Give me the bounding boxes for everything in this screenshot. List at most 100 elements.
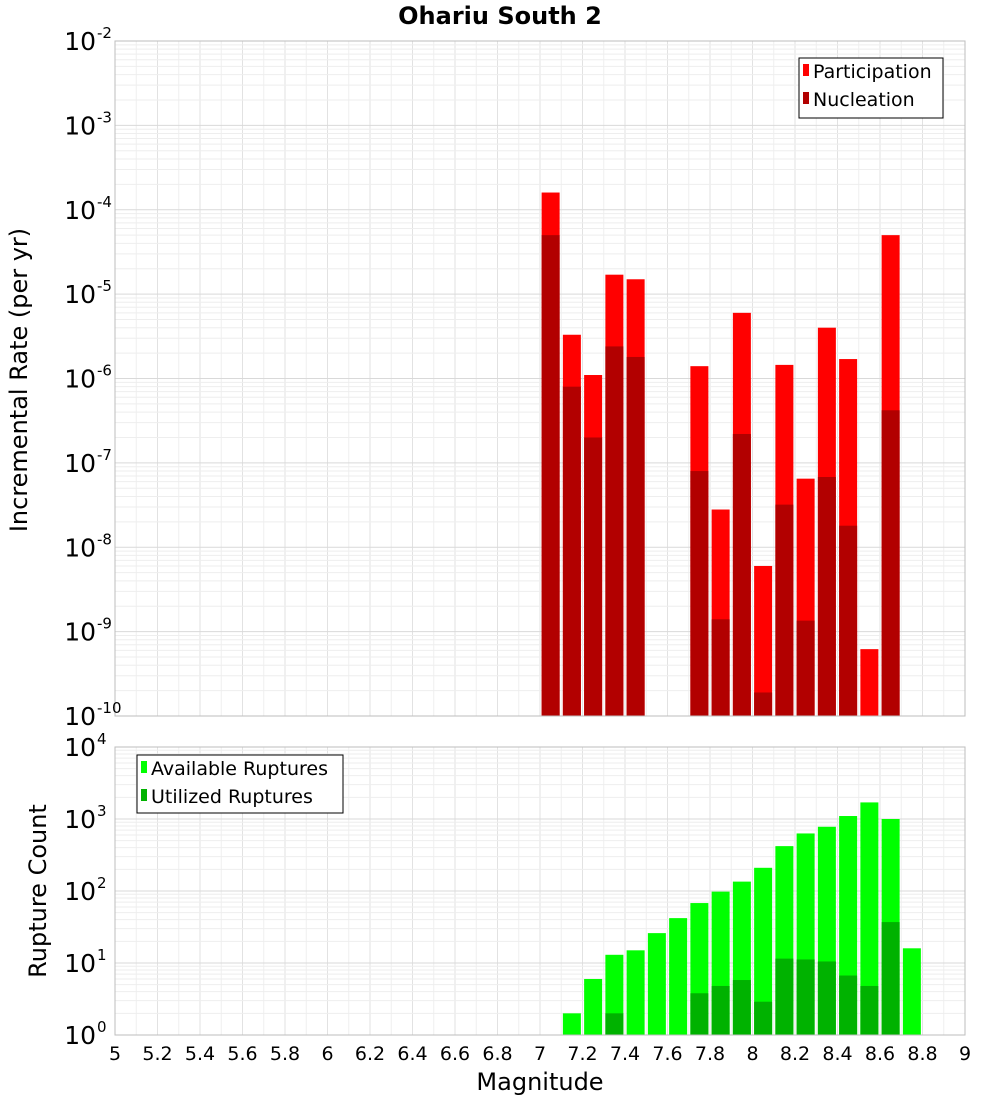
count-bar-s2 [690, 993, 709, 1035]
count-legend-swatch [141, 761, 147, 773]
x-tick-label: 5.6 [227, 1043, 257, 1065]
rate-y-tick-exp: -4 [97, 193, 112, 211]
rate-y-tick-base: 10 [64, 449, 96, 478]
rate-bar-s2 [839, 525, 858, 716]
rate-bar-s2 [541, 235, 560, 716]
count-y-tick-exp: 1 [97, 946, 107, 964]
count-bar-s1 [584, 978, 603, 1035]
count-bar-s2 [817, 961, 836, 1035]
count-y-tick-base: 10 [64, 949, 96, 978]
x-tick-label: 8 [746, 1043, 758, 1065]
x-tick-label: 8.4 [822, 1043, 852, 1065]
rate-y-tick-base: 10 [64, 196, 96, 225]
rate-y-tick-exp: -7 [97, 446, 112, 464]
rate-bar-s2 [690, 471, 709, 716]
x-tick-label: 8.2 [780, 1043, 810, 1065]
rate-y-tick-exp: -2 [97, 24, 112, 42]
count-y-axis-label: Rupture Count [24, 804, 52, 978]
x-tick-label: 5.4 [185, 1043, 215, 1065]
rate-y-tick-exp: -8 [97, 530, 112, 548]
rate-bar-s2 [817, 477, 836, 716]
count-y-tick-exp: 4 [97, 730, 107, 748]
count-bar-s2 [754, 1001, 773, 1035]
chart-title: Ohariu South 2 [398, 2, 602, 30]
rate-plot-frame [114, 40, 966, 717]
count-bar-s1 [647, 933, 666, 1035]
count-bar-s1 [860, 802, 879, 1035]
count-y-tick-exp: 0 [97, 1018, 107, 1036]
rate-y-tick-base: 10 [64, 365, 96, 394]
count-bar-s2 [711, 985, 730, 1035]
x-tick-label: 9 [959, 1043, 971, 1065]
rate-y-axis-label: Incremental Rate (per yr) [5, 228, 33, 532]
rate-y-tick-base: 10 [64, 618, 96, 647]
count-plot-bars [562, 802, 921, 1035]
x-tick-label: 6.6 [440, 1043, 470, 1065]
rate-bar-s2 [732, 433, 751, 716]
count-bar-s2 [881, 922, 900, 1035]
x-tick-label: 7.2 [567, 1043, 597, 1065]
rate-legend-label: Participation [813, 61, 932, 83]
rate-y-tick-exp: -3 [97, 108, 112, 126]
rate-bar-s2 [796, 620, 815, 716]
rate-bar-s2 [711, 619, 730, 716]
rate-y-tick-exp: -6 [97, 362, 112, 380]
x-tick-label: 8.8 [907, 1043, 937, 1065]
count-bar-s2 [732, 980, 751, 1035]
count-y-tick-base: 10 [64, 805, 96, 834]
count-bar-s2 [796, 959, 815, 1035]
rate-bar-s1 [860, 649, 879, 716]
rate-y-tick-exp: -9 [97, 615, 112, 633]
count-plot-frame [114, 746, 966, 1036]
x-tick-label: 5.8 [270, 1043, 300, 1065]
count-bar-s1 [902, 948, 921, 1035]
x-axis-label: Magnitude [476, 1068, 603, 1096]
rate-legend-label: Nucleation [813, 89, 915, 111]
x-tick-label: 7.4 [610, 1043, 640, 1065]
count-legend-box [136, 754, 344, 814]
rate-y-tick-base: 10 [64, 702, 96, 731]
rate-y-tick-base: 10 [64, 533, 96, 562]
count-y-tick-base: 10 [64, 1021, 96, 1050]
x-tick-label: 6.2 [355, 1043, 385, 1065]
rate-y-tick-exp: -5 [97, 277, 112, 295]
rate-bar-s2 [562, 386, 581, 716]
count-y-tick-exp: 3 [97, 802, 107, 820]
count-bar-s1 [562, 1013, 581, 1035]
count-y-tick-base: 10 [64, 733, 96, 762]
rate-bar-s2 [881, 410, 900, 716]
rate-bar-s2 [605, 346, 624, 716]
count-bar-s2 [860, 985, 879, 1035]
count-legend-label: Utilized Ruptures [151, 786, 313, 808]
count-bar-s2 [605, 1013, 624, 1035]
count-y-tick-exp: 2 [97, 874, 107, 892]
x-tick-label: 6.4 [397, 1043, 427, 1065]
rate-plot-bars [541, 192, 900, 717]
rate-bar-s2 [584, 437, 603, 716]
rate-y-tick-base: 10 [64, 111, 96, 140]
count-bar-s2 [839, 975, 858, 1035]
count-bar-s1 [754, 867, 773, 1035]
count-y-tick-base: 10 [64, 877, 96, 906]
rate-plot: 10-210-310-410-510-610-710-810-910-10 In… [5, 24, 966, 731]
x-tick-label: 7 [534, 1043, 546, 1065]
count-bar-s1 [669, 918, 688, 1035]
rate-legend: Participation Nucleation [798, 57, 944, 119]
count-legend: Available Ruptures Utilized Ruptures [136, 754, 344, 814]
rate-legend-box [798, 57, 944, 119]
rate-bar-s2 [775, 504, 794, 716]
x-tick-label: 7.6 [652, 1043, 682, 1065]
x-tick-labels: 5 5.2 5.4 5.6 5.8 6 6.2 6.4 6.6 6.8 7 7.2 7.4 7.6 7.8 8… [109, 1043, 971, 1065]
rate-y-tick-labels: 10-210-310-410-510-610-710-810-910-10 [64, 24, 121, 731]
rate-bar-s2 [754, 692, 773, 716]
x-tick-label: 5.2 [142, 1043, 172, 1065]
rate-y-tick-base: 10 [64, 27, 96, 56]
rate-bar-s2 [626, 356, 645, 716]
rate-y-tick-exp: -10 [97, 699, 122, 717]
x-tick-label: 6.8 [482, 1043, 512, 1065]
x-tick-label: 8.6 [865, 1043, 895, 1065]
count-bar-s1 [626, 950, 645, 1035]
